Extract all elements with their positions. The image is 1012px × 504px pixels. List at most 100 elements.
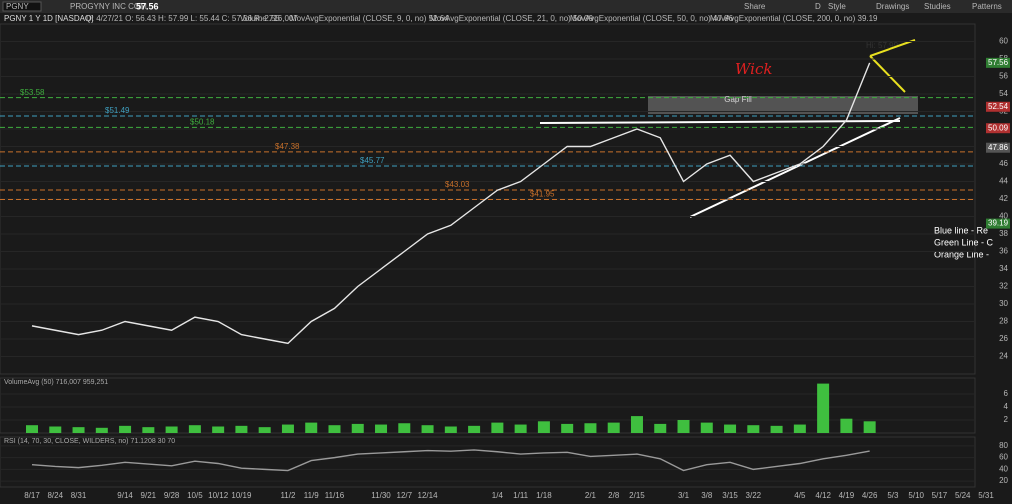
x-tick-label: 8/17 <box>24 491 40 500</box>
toolbar-button[interactable]: Style <box>828 2 846 11</box>
level-label: $43.03 <box>445 180 470 189</box>
y-tick-label: 40 <box>999 212 1008 221</box>
y-tick-label: 36 <box>999 247 1008 256</box>
volume-bar <box>49 426 62 433</box>
volume-bar <box>677 420 690 433</box>
x-tick-label: 3/1 <box>678 491 690 500</box>
volume-bar <box>328 425 341 433</box>
volume-bar <box>398 423 411 433</box>
x-tick-label: 5/31 <box>978 491 994 500</box>
x-tick-label: 4/26 <box>862 491 878 500</box>
price-badge-label: 50.09 <box>988 123 1009 132</box>
price-line <box>31 449 870 472</box>
y-tick-label: 2 <box>1004 415 1009 424</box>
volume-bar <box>421 425 434 433</box>
volume-bar <box>700 422 713 433</box>
arrows <box>869 39 916 93</box>
note: Blue line - Re <box>934 225 988 235</box>
x-tick-label: 5/24 <box>955 491 971 500</box>
y-tick-label: 60 <box>999 37 1008 46</box>
toolbar-buttons: Share Style Drawings Studies Patterns <box>744 2 1002 11</box>
note: Orange Line - <box>934 249 989 259</box>
x-tick-label: 9/21 <box>141 491 157 500</box>
y-tick-label: 56 <box>999 72 1008 81</box>
x-tick-label: 5/3 <box>887 491 899 500</box>
x-tick-label: 11/30 <box>371 491 391 500</box>
pane-title: RSI (14, 70, 30, CLOSE, WILDERS, no) 71.… <box>4 438 175 445</box>
note: Green Line - C <box>934 237 994 247</box>
x-tick-label: 11/9 <box>304 491 320 500</box>
pane-title: VolumeAvg (50) 716,007 959,251 <box>4 379 108 386</box>
toolbar <box>0 0 1012 13</box>
x-tick-label: 2/15 <box>629 491 645 500</box>
y-tick-label: 26 <box>999 334 1008 343</box>
period[interactable]: D <box>815 2 821 11</box>
volume-pane <box>0 377 976 434</box>
price-badge-label: 39.19 <box>988 219 1009 228</box>
x-tick-label: 1/11 <box>513 491 529 500</box>
rsi-pane <box>0 436 976 488</box>
x-tick-label: 2/8 <box>608 491 620 500</box>
volume-bar <box>863 421 876 433</box>
price-badge-label: 57.56 <box>988 58 1009 67</box>
volume-bar <box>212 426 225 433</box>
x-tick-label: 5/17 <box>932 491 948 500</box>
x-tick-label: 4/12 <box>815 491 831 500</box>
volume-bar <box>561 423 574 433</box>
x-tick-label: 12/7 <box>397 491 413 500</box>
notes: Blue line - Re Green Line - C Orange Line … <box>934 225 994 259</box>
price-badge-label: 47.86 <box>988 143 1009 152</box>
volume-bar <box>817 383 830 433</box>
company: PROGYNY INC COM <box>70 2 147 11</box>
x-tick-label: 5/10 <box>908 491 924 500</box>
y-tick-label: 80 <box>999 441 1008 450</box>
y-tick-label: 32 <box>999 282 1008 291</box>
price-badge <box>986 101 1010 112</box>
price-line <box>31 62 871 345</box>
last-price: 57.56 <box>136 1 159 11</box>
symbol[interactable]: PGNY <box>6 2 29 11</box>
y-tick-label: 30 <box>999 299 1008 308</box>
handwritten-note: Wick <box>735 60 772 78</box>
toolbar-button[interactable]: Drawings <box>876 2 909 11</box>
volume-bar <box>630 416 643 433</box>
volume-bar <box>654 423 667 433</box>
x-tick-label: 3/22 <box>746 491 762 500</box>
study-label: MovAvgExponential (CLOSE, 200, 0, no) 39… <box>710 14 878 23</box>
x-tick-label: 4/5 <box>794 491 806 500</box>
toolbar-button[interactable]: Patterns <box>972 2 1002 11</box>
toolbar-button[interactable]: Share <box>744 2 766 11</box>
x-tick-label: 10/12 <box>208 491 229 500</box>
price-badge <box>986 57 1010 68</box>
y-tick-label: 44 <box>999 177 1008 186</box>
x-tick-label: 4/19 <box>839 491 855 500</box>
x-tick-label: 1/4 <box>492 491 504 500</box>
price-badge <box>986 142 1010 153</box>
y-tick-label: 38 <box>999 229 1008 238</box>
x-tick-label: 1/18 <box>536 491 552 500</box>
y-tick-label: 4 <box>1004 402 1009 411</box>
volume-bar <box>281 424 294 433</box>
study-label: MovAvgExponential (CLOSE, 50, 0, no) 47.… <box>570 14 734 23</box>
level-label: $53.58 <box>20 88 45 97</box>
level-label: $41.95 <box>530 190 555 199</box>
y-tick-label: 28 <box>999 317 1008 326</box>
x-tick-label: 12/14 <box>418 491 439 500</box>
x-tick-label: 11/16 <box>325 491 345 500</box>
header-quote: D: 4/27/21 O: 56.43 H: 57.99 L: 55.44 C:… <box>86 14 280 23</box>
x-tick-label: 9/28 <box>164 491 180 500</box>
level-label: $51.49 <box>105 106 130 115</box>
volume-bar <box>235 425 248 433</box>
toolbar-button[interactable]: Studies <box>924 2 951 11</box>
volume-bar <box>793 424 806 433</box>
symbol-box[interactable] <box>2 1 42 12</box>
volume-bar <box>444 426 457 433</box>
price-badge <box>986 218 1010 229</box>
volume-bar <box>607 422 620 433</box>
volume-bar <box>747 425 760 433</box>
volume-bar <box>840 418 853 433</box>
header-volume: Volume 716,007 <box>240 14 298 23</box>
header-title: PGNY 1 Y 1D [NASDAQ] <box>4 14 93 23</box>
volume-bar <box>468 425 481 433</box>
